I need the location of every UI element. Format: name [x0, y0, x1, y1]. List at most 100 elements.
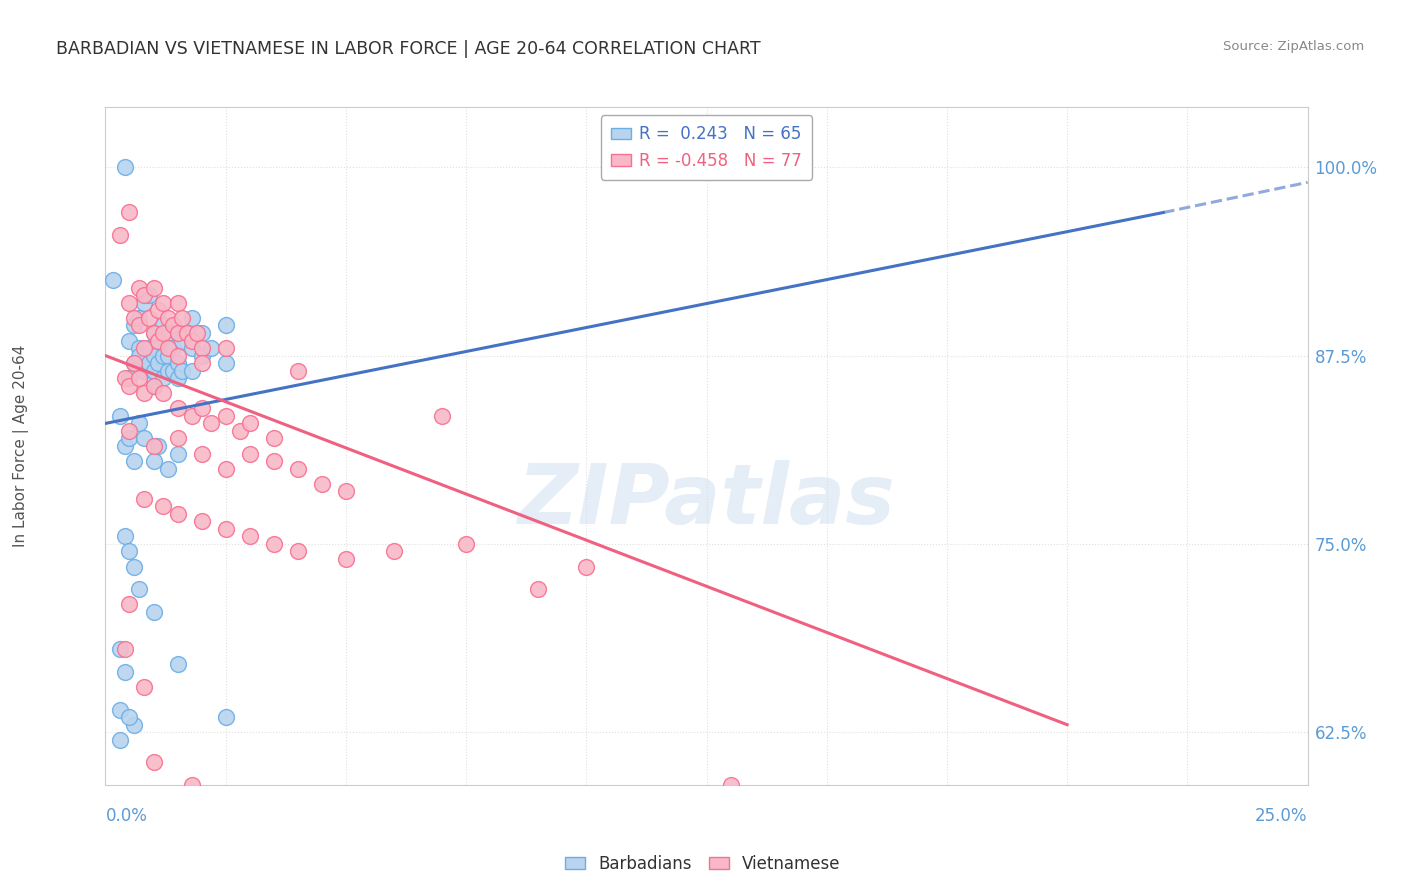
Point: [214, 318, 236, 333]
Point: [190, 808, 212, 822]
Point: [181, 364, 204, 378]
Point: [152, 326, 174, 340]
Point: [114, 161, 136, 175]
Point: [128, 349, 150, 363]
Point: [200, 417, 222, 431]
Point: [696, 800, 718, 814]
Point: [128, 318, 150, 333]
Point: [114, 665, 136, 679]
Point: [108, 642, 131, 657]
Point: [108, 409, 131, 423]
Point: [239, 446, 262, 460]
Point: [114, 439, 136, 453]
Point: [575, 559, 598, 574]
Point: [142, 349, 165, 363]
Legend: Barbadians, Vietnamese: Barbadians, Vietnamese: [558, 848, 848, 880]
Point: [335, 552, 357, 566]
Point: [166, 326, 188, 340]
Point: [124, 717, 146, 731]
Point: [263, 454, 285, 468]
Point: [176, 326, 198, 340]
Point: [166, 326, 188, 340]
Point: [118, 432, 141, 446]
Point: [152, 349, 174, 363]
Point: [335, 484, 357, 499]
Point: [118, 378, 141, 392]
Point: [108, 823, 131, 838]
Point: [152, 318, 174, 333]
Point: [138, 310, 160, 325]
Point: [128, 310, 150, 325]
Point: [186, 326, 208, 340]
Point: [132, 680, 155, 694]
Point: [124, 559, 146, 574]
Point: [142, 439, 165, 453]
Text: Source: ZipAtlas.com: Source: ZipAtlas.com: [1223, 40, 1364, 54]
Point: [118, 544, 141, 558]
Point: [287, 461, 309, 475]
Point: [166, 296, 188, 310]
Point: [142, 326, 165, 340]
Point: [118, 296, 141, 310]
Text: ZIPatlas: ZIPatlas: [517, 459, 896, 541]
Point: [156, 326, 179, 340]
Point: [166, 657, 188, 672]
Point: [148, 356, 170, 370]
Point: [124, 454, 146, 468]
Point: [214, 461, 236, 475]
Point: [124, 310, 146, 325]
Point: [118, 371, 141, 385]
Point: [132, 364, 155, 378]
Point: [200, 341, 222, 355]
Point: [287, 544, 309, 558]
Point: [142, 364, 165, 378]
Point: [128, 341, 150, 355]
Point: [124, 356, 146, 370]
Text: 0.0%: 0.0%: [105, 807, 148, 825]
Point: [114, 642, 136, 657]
Text: BARBADIAN VS VIETNAMESE IN LABOR FORCE | AGE 20-64 CORRELATION CHART: BARBADIAN VS VIETNAMESE IN LABOR FORCE |…: [56, 40, 761, 58]
Point: [156, 310, 179, 325]
Point: [156, 364, 179, 378]
Point: [132, 432, 155, 446]
Point: [166, 432, 188, 446]
Point: [114, 529, 136, 543]
Point: [132, 386, 155, 401]
Point: [124, 356, 146, 370]
Point: [118, 205, 141, 219]
Point: [142, 281, 165, 295]
Point: [311, 476, 333, 491]
Point: [172, 310, 194, 325]
Point: [128, 582, 150, 596]
Point: [138, 288, 160, 302]
Point: [142, 605, 165, 619]
Point: [138, 356, 160, 370]
Point: [190, 446, 212, 460]
Point: [190, 514, 212, 528]
Point: [214, 522, 236, 536]
Point: [176, 326, 198, 340]
Point: [527, 582, 550, 596]
Point: [148, 334, 170, 348]
Point: [454, 537, 477, 551]
Point: [142, 454, 165, 468]
Point: [142, 378, 165, 392]
Point: [214, 356, 236, 370]
Point: [430, 409, 453, 423]
Point: [720, 778, 742, 792]
Point: [181, 334, 204, 348]
Point: [152, 371, 174, 385]
Point: [263, 432, 285, 446]
Point: [142, 756, 165, 770]
Point: [132, 296, 155, 310]
Point: [172, 364, 194, 378]
Point: [166, 349, 188, 363]
Point: [148, 303, 170, 318]
Point: [166, 507, 188, 521]
Point: [239, 417, 262, 431]
Legend: R =  0.243   N = 65, R = -0.458   N = 77: R = 0.243 N = 65, R = -0.458 N = 77: [600, 115, 813, 179]
Point: [190, 401, 212, 416]
Point: [108, 228, 131, 243]
Point: [108, 703, 131, 717]
Point: [181, 310, 204, 325]
